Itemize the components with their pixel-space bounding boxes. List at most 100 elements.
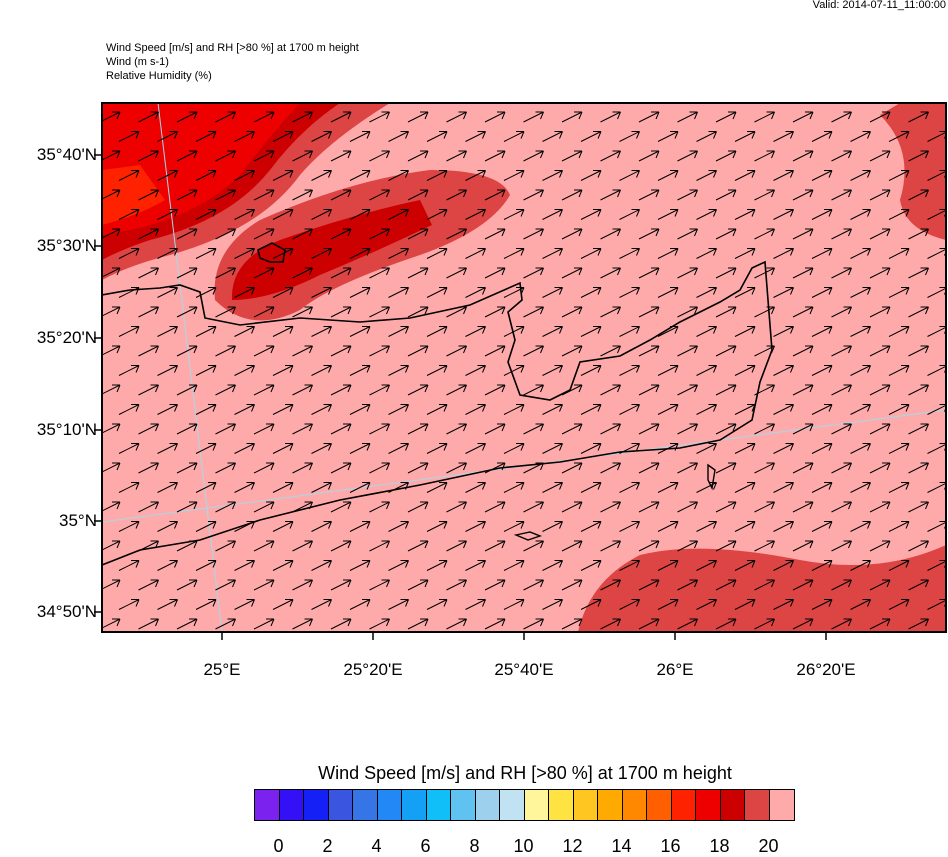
wind-arrow [215,462,236,474]
wind-arrow [484,150,506,162]
wind-arrow [369,111,390,123]
wind-arrow [908,189,929,201]
wind-arrow [773,443,794,454]
wind-arrow [330,579,352,591]
wind-arrow [811,599,833,610]
wind-arrow [754,501,775,513]
wind-arrow [388,131,409,142]
wind-arrow [292,579,313,591]
wind-arrow [600,267,621,279]
wind-arrow [850,521,871,532]
wind-arrow [118,365,140,376]
wind-arrow [869,579,891,591]
wind-arrow [446,189,467,201]
wind-arrow [272,443,294,454]
wind-arrow [311,560,332,571]
wind-arrow [349,326,371,337]
wind-arrow [754,267,775,279]
wind-arrow [253,501,275,513]
wind-arrow [869,540,891,552]
wind-arrow [176,345,198,357]
wind-arrow [484,111,506,123]
lon-tick-label: 25°40'E [494,660,554,679]
wind-arrow [272,287,294,298]
colorbar-label: 16 [660,836,681,856]
wind-arrow [349,365,371,376]
wind-arrow [484,462,506,474]
wind-arrow [292,111,313,123]
wind-arrow [503,248,525,259]
wind-arrow [369,150,390,162]
wind-arrow [542,287,563,298]
wind-arrow [715,423,737,435]
wind-arrow [754,540,775,552]
wind-arrow [349,287,371,298]
colorbar-swatch [353,790,378,820]
wind-arrow [754,423,775,435]
wind-arrow [754,462,775,474]
wind-arrow [619,443,640,454]
wind-arrow [908,579,929,591]
wind-arrow [869,189,891,201]
wind-arrow [234,443,255,454]
wind-arrow [369,423,390,435]
wind-arrow [426,326,448,337]
wind-arrow [292,384,313,396]
wind-arrow [638,501,660,513]
colorbar-swatch [377,790,402,820]
wind-arrow [446,306,467,318]
wind-arrow [792,267,814,279]
wind-arrow [600,189,621,201]
wind-arrow [215,618,236,630]
coastline-gavdos [513,531,543,541]
wind-arrow [465,521,486,532]
wind-arrow [696,599,717,610]
wind-arrow [638,345,660,357]
wind-arrow [253,540,275,552]
wind-arrow [580,209,602,220]
wind-arrow [831,384,852,396]
wind-arrow [446,150,467,162]
wind-arrow [869,462,891,474]
wind-arrow [369,345,390,357]
colorbar-label: 2 [322,836,333,856]
wind-arrow [446,345,467,357]
wind-arrow [696,521,717,532]
wind-arrow [908,345,929,357]
wind-arrow [138,384,159,396]
wind-arrow [176,462,198,474]
wind-arrow [446,111,467,123]
wind-arrow [888,170,910,181]
wind-arrow [734,248,756,259]
wind-arrow [215,579,236,591]
wind-arrow [388,521,409,532]
wind-arrow [600,501,621,513]
wind-arrow [754,111,775,123]
wind-arrow [773,170,794,181]
wind-arrow [831,111,852,123]
wind-arrow [311,287,332,298]
wind-arrow [831,423,852,435]
wind-arrow [465,443,486,454]
wind-arrow [869,501,891,513]
wind-arrow [330,111,352,123]
wind-arrow [869,618,891,630]
wind-arrow [253,267,275,279]
wind-arrow [908,462,929,474]
colorbar-label: 14 [611,836,632,856]
wind-arrow [811,131,833,142]
wind-arrow [619,209,640,220]
wind-arrow [734,131,756,142]
wind-arrow [908,540,929,552]
wind-arrow [792,501,814,513]
wind-arrow [542,365,563,376]
wind-arrow [696,170,717,181]
wind-arrow [561,306,583,318]
wind-arrow [311,326,332,337]
wind-arrow [561,384,583,396]
wind-arrow [446,384,467,396]
wind-arrow [773,404,794,415]
wind-arrow [292,501,313,513]
wind-arrow [388,482,409,493]
wind-arrow [734,287,756,298]
